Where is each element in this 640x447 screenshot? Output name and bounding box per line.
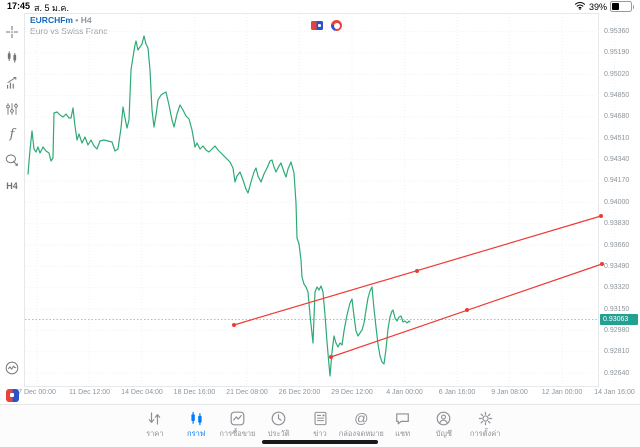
wifi-icon <box>574 1 586 12</box>
news-event-icons <box>311 20 342 31</box>
chat-icon <box>375 409 431 427</box>
price-axis-label: 0.93660 <box>604 241 630 249</box>
tab-settings-label: การตั้งค่า <box>469 429 501 438</box>
accounts-icon <box>416 409 472 427</box>
time-axis-label: 11 Dec 12:00 <box>68 389 111 396</box>
symbol-description: Euro vs Swiss Franc <box>30 26 108 36</box>
symbol-name: EURCHFm <box>30 15 73 25</box>
tab-history-label: ประวัติ <box>267 429 290 438</box>
time-axis-label: 12 Jan 00:00 <box>541 389 583 396</box>
window-switcher-icon[interactable] <box>2 385 22 405</box>
chart-header: EURCHFm • H4 Euro vs Swiss Franc <box>30 15 108 36</box>
tab-chart[interactable]: กราฟ <box>168 409 224 440</box>
trade-icon <box>209 409 265 427</box>
time-axis-label: 26 Dec 20:00 <box>278 389 321 396</box>
battery-icon <box>610 1 634 12</box>
chart-toolbar: f H4 <box>0 13 24 403</box>
current-price-tag: 0.93063 <box>600 314 638 325</box>
objects-settings-icon[interactable] <box>2 99 22 119</box>
timeframe-label: H4 <box>80 15 92 25</box>
tab-history[interactable]: ประวัติ <box>251 409 307 440</box>
tab-trade-label: การซื้อขาย <box>219 429 256 438</box>
market-pulse-icon[interactable] <box>2 358 22 378</box>
chart-area[interactable] <box>24 13 599 387</box>
quotes-icon <box>127 409 183 427</box>
time-axis[interactable]: 7 Dec 00:00 11 Dec 12:00 14 Dec 04:00 18 De… <box>0 389 640 400</box>
price-axis-label: 0.94170 <box>604 177 630 185</box>
tab-chat[interactable]: แชท <box>375 409 431 440</box>
price-axis-label: 0.94510 <box>604 134 630 142</box>
status-bar: 17:45 ส. 5 ม.ค. 39% <box>0 0 640 13</box>
price-axis-label: 0.94850 <box>604 92 630 100</box>
price-axis-label: 0.94680 <box>604 113 630 121</box>
time-axis-label: 9 Jan 08:00 <box>491 389 528 396</box>
home-indicator[interactable] <box>262 440 378 444</box>
status-date: ส. 5 ม.ค. <box>34 3 69 13</box>
tab-chat-label: แชท <box>395 429 411 438</box>
indicators-icon[interactable] <box>2 73 22 93</box>
clock-time: 17:45 <box>7 1 31 11</box>
tab-accounts-label: บัญชี <box>435 429 453 438</box>
tab-chart-label: กราฟ <box>187 429 206 438</box>
graphic-objects-icon[interactable] <box>2 150 22 170</box>
history-icon <box>251 409 307 427</box>
price-axis-label: 0.95020 <box>604 70 630 78</box>
tab-quotes-label: ราคา <box>146 429 164 438</box>
tab-news[interactable]: ข่าว <box>292 409 348 440</box>
news-icon <box>292 409 348 427</box>
tab-news-label: ข่าว <box>313 429 327 438</box>
price-axis-label: 0.94000 <box>604 198 630 206</box>
price-axis[interactable]: 0.95360 0.95190 0.95020 0.94850 0.94680 0.945… <box>600 0 640 400</box>
time-axis-label: 7 Dec 00:00 <box>18 389 56 396</box>
price-axis-label: 0.93830 <box>604 220 630 228</box>
tab-trade[interactable]: การซื้อขาย <box>209 409 265 440</box>
tab-settings[interactable]: การตั้งค่า <box>457 409 513 440</box>
chart-icon <box>168 409 224 427</box>
time-axis-label: 29 Dec 12:00 <box>331 389 373 396</box>
mailbox-icon: @ <box>354 409 369 426</box>
price-axis-label: 0.92640 <box>604 369 630 377</box>
time-axis-label: 4 Jan 00:00 <box>386 389 423 396</box>
price-axis-label: 0.92810 <box>604 348 630 356</box>
battery-percent: 39% <box>588 1 607 12</box>
tab-mailbox[interactable]: @ กล่องจดหมาย <box>333 409 389 440</box>
chart-type-icon[interactable] <box>2 47 22 67</box>
price-axis-label: 0.94340 <box>604 156 630 164</box>
price-axis-label: 0.93490 <box>604 262 630 270</box>
settings-icon <box>457 409 513 427</box>
crosshair-icon[interactable] <box>2 22 22 42</box>
time-axis-label: 14 Jan 16:00 <box>594 389 635 396</box>
function-icon[interactable]: f <box>9 126 15 142</box>
time-axis-label: 18 Dec 16:00 <box>173 389 216 396</box>
news-flag-eu-icon[interactable] <box>311 21 323 30</box>
timeframe-button[interactable]: H4 <box>6 181 18 191</box>
price-axis-label: 0.95190 <box>604 49 630 57</box>
price-axis-label: 0.92980 <box>604 326 630 334</box>
price-axis-label: 0.95360 <box>604 28 630 35</box>
tab-quotes[interactable]: ราคา <box>127 409 183 440</box>
time-axis-label: 21 Dec 08:00 <box>226 389 268 396</box>
tab-accounts[interactable]: บัญชี <box>416 409 472 440</box>
time-axis-label: 6 Jan 16:00 <box>438 389 476 396</box>
time-axis-label: 14 Dec 04:00 <box>121 389 163 396</box>
tab-mailbox-label: กล่องจดหมาย <box>338 429 384 438</box>
price-axis-label: 0.93320 <box>604 284 630 292</box>
news-flag-round-icon[interactable] <box>331 20 342 31</box>
bottom-tab-bar: ราคา กราฟ การซื้อขาย ประวัติ ข่าว @ กล่องจดหมา… <box>0 404 640 447</box>
price-axis-label: 0.93150 <box>604 305 630 313</box>
